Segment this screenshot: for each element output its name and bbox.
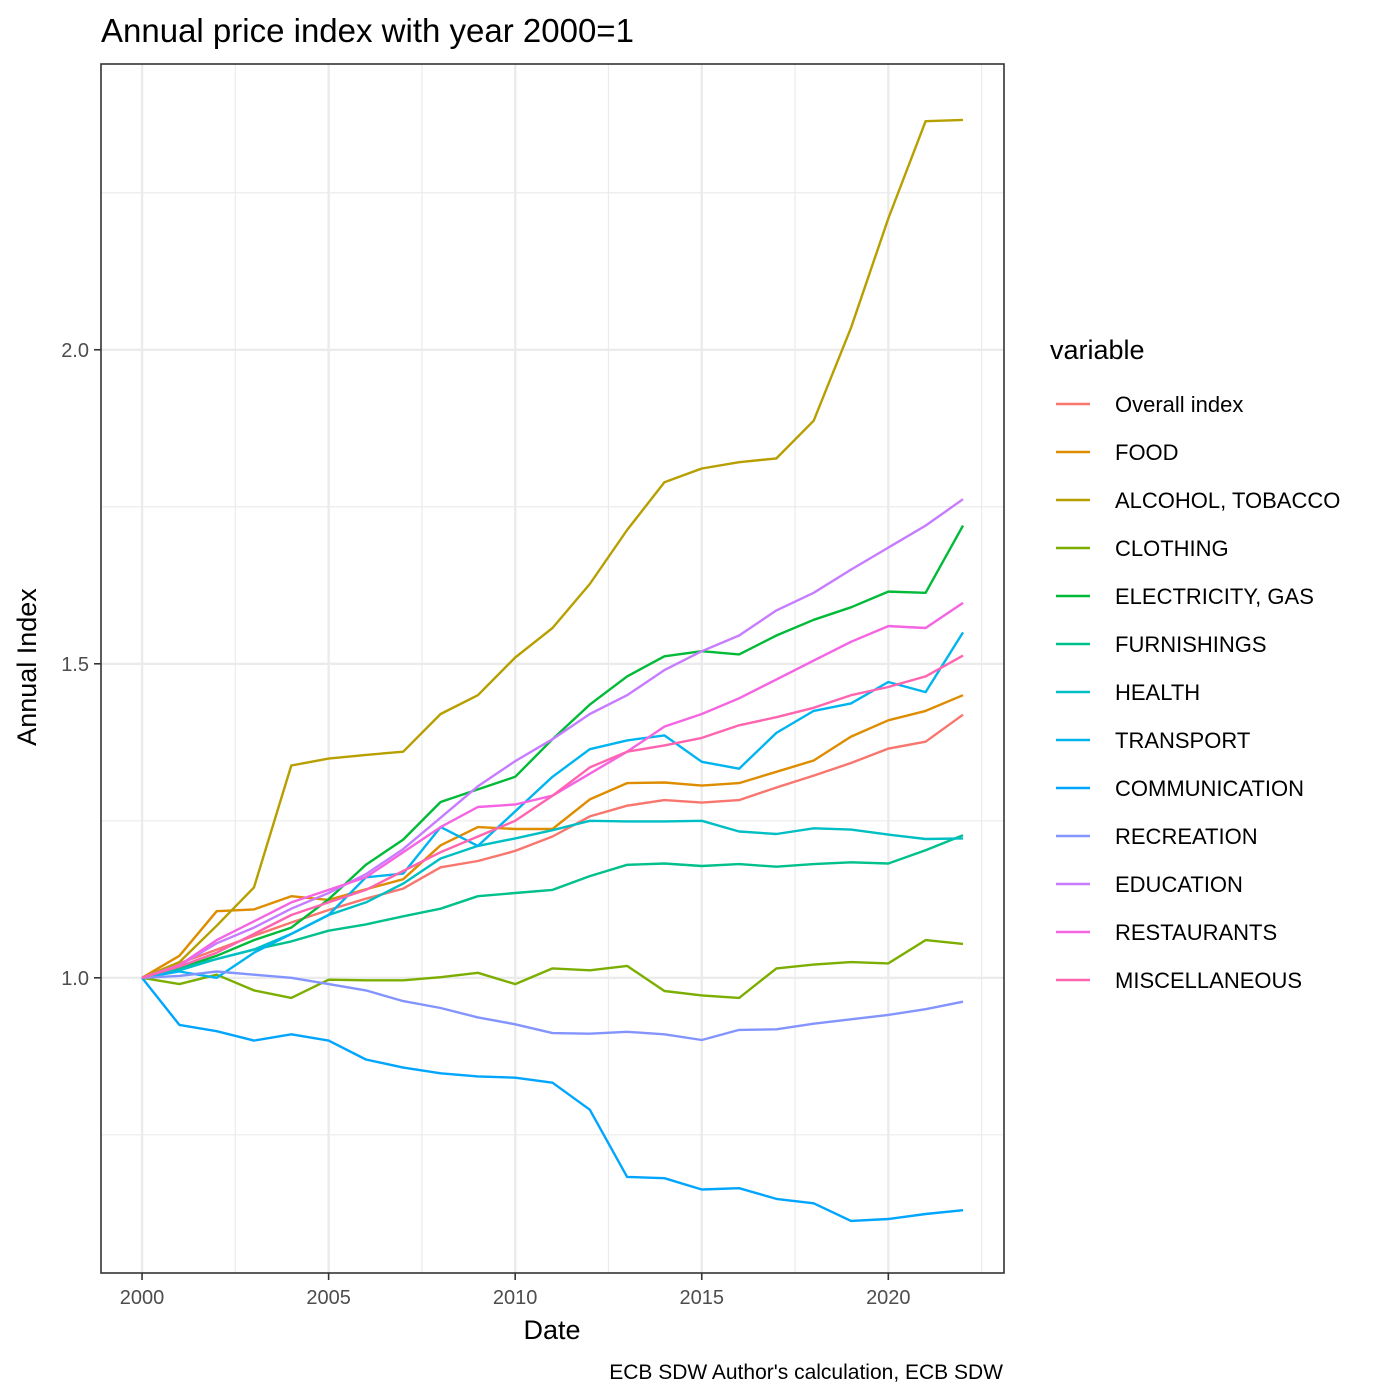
legend-title: variable: [1050, 335, 1145, 365]
x-tick-label: 2020: [866, 1287, 911, 1309]
series-line-alcohol-tobacco: [141, 118, 964, 979]
series-line-recreation: [141, 970, 964, 1042]
y-axis: 1.0 1.5 2.0: [61, 340, 101, 990]
legend-label-restaurants: RESTAURANTS: [1115, 920, 1277, 945]
x-axis: 2000 2005 2010 2015 2020: [120, 1273, 911, 1309]
x-axis-title: Date: [523, 1315, 580, 1345]
legend-label-electricity-gas: ELECTRICITY, GAS: [1115, 584, 1314, 609]
series-line-miscellaneous: [141, 654, 964, 979]
legend-label-miscellaneous: MISCELLANEOUS: [1115, 968, 1302, 993]
legend: variable Overall index FOOD ALCOHOL, TOBAC…: [1050, 335, 1340, 993]
series-lines: [141, 118, 965, 1223]
series-line-communication: [141, 977, 964, 1223]
legend-label-education: EDUCATION: [1115, 872, 1243, 897]
series-line-furnishings: [141, 834, 964, 979]
x-tick-label: 2005: [306, 1287, 351, 1309]
legend-label-alcohol-tobacco: ALCOHOL, TOBACCO: [1115, 488, 1340, 513]
minor-gridlines: [101, 64, 1004, 1273]
y-tick-label: 1.0: [61, 968, 89, 990]
y-axis-title: Annual Index: [12, 588, 42, 746]
plot-panel: [101, 64, 1004, 1273]
series-line-transport: [141, 631, 965, 979]
series-line-clothing: [141, 938, 964, 1000]
x-tick-label: 2010: [493, 1287, 538, 1309]
legend-label-food: FOOD: [1115, 440, 1179, 465]
series-line-education: [141, 498, 964, 979]
legend-label-overall-index: Overall index: [1115, 392, 1243, 417]
plot-area: [100, 63, 1005, 1274]
chart-caption: ECB SDW Author's calculation, ECB SDW: [609, 1361, 1003, 1384]
legend-label-transport: TRANSPORT: [1115, 728, 1250, 753]
y-tick-label: 2.0: [61, 340, 89, 362]
legend-label-health: HEALTH: [1115, 680, 1200, 705]
legend-label-recreation: RECREATION: [1115, 824, 1258, 849]
chart-title: Annual price index with year 2000=1: [101, 12, 634, 49]
y-tick-label: 1.5: [61, 654, 89, 676]
major-gridlines: [101, 64, 1004, 1273]
legend-label-communication: COMMUNICATION: [1115, 776, 1304, 801]
legend-items: Overall index FOOD ALCOHOL, TOBACCO CLOTHIN…: [1056, 392, 1340, 993]
series-line-overall-index: [141, 713, 964, 979]
x-tick-label: 2000: [120, 1287, 165, 1309]
legend-label-furnishings: FURNISHINGS: [1115, 632, 1267, 657]
x-tick-label: 2015: [680, 1287, 725, 1309]
legend-label-clothing: CLOTHING: [1115, 536, 1229, 561]
plot-border: [100, 63, 1005, 1274]
